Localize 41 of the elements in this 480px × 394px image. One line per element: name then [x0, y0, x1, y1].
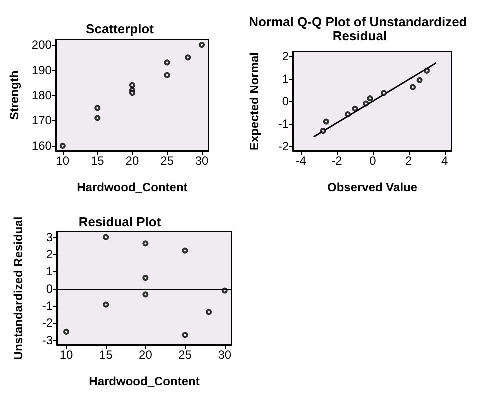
x-tick-label: 4 [441, 154, 448, 168]
y-tick-label: 200 [32, 38, 52, 52]
y-tick-label: -3 [42, 333, 54, 348]
x-tick-label: 25 [178, 348, 192, 362]
x-tick-label: 30 [195, 154, 210, 168]
y-tick-label: 2 [282, 50, 290, 64]
x-tick-label: 0 [370, 154, 377, 168]
y-tick-label: 190 [32, 63, 52, 78]
y-axis-title: Strength [8, 70, 22, 120]
y-tick-label: -2 [278, 140, 290, 154]
y-axis-title: Expected Normal [248, 52, 262, 151]
y-tick-label: 180 [32, 88, 52, 102]
y-tick-label: 2 [46, 247, 54, 262]
x-axis-title: Observed Value [327, 180, 418, 194]
x-tick-label: 25 [160, 154, 174, 168]
x-tick-label: 20 [126, 154, 140, 168]
x-tick-label: 2 [406, 154, 413, 168]
x-axis-title: Hardwood_Content [89, 374, 200, 388]
y-tick-label: 1 [46, 264, 54, 279]
x-axis-title: Hardwood_Content [77, 180, 188, 194]
y-tick-label: 3 [46, 230, 54, 244]
x-tick-label: -2 [332, 154, 343, 168]
x-tick-label: -4 [296, 154, 307, 168]
chart-title: Residual Plot [78, 214, 162, 230]
y-tick-label: -2 [42, 316, 54, 330]
y-tick-label: -1 [42, 299, 54, 314]
x-tick-label: 30 [218, 348, 232, 362]
x-tick-label: 15 [99, 348, 114, 362]
y-tick-label: 0 [46, 282, 54, 296]
x-tick-label: 20 [139, 348, 153, 362]
y-tick-label: 160 [32, 138, 52, 153]
y-tick-label: 0 [282, 94, 290, 108]
y-tick-label: 170 [32, 114, 52, 128]
chart-title: Normal Q-Q Plot of Unstandardized Residual [249, 14, 471, 44]
chart-title: Scatterplot [86, 22, 155, 36]
x-tick-label: 10 [56, 154, 70, 168]
y-axis-title: Unstandardized Residual [12, 216, 26, 360]
x-tick-label: 15 [90, 154, 105, 168]
y-tick-label: 1 [282, 72, 290, 86]
x-tick-label: 10 [60, 348, 74, 362]
y-tick-label: -1 [278, 117, 290, 131]
